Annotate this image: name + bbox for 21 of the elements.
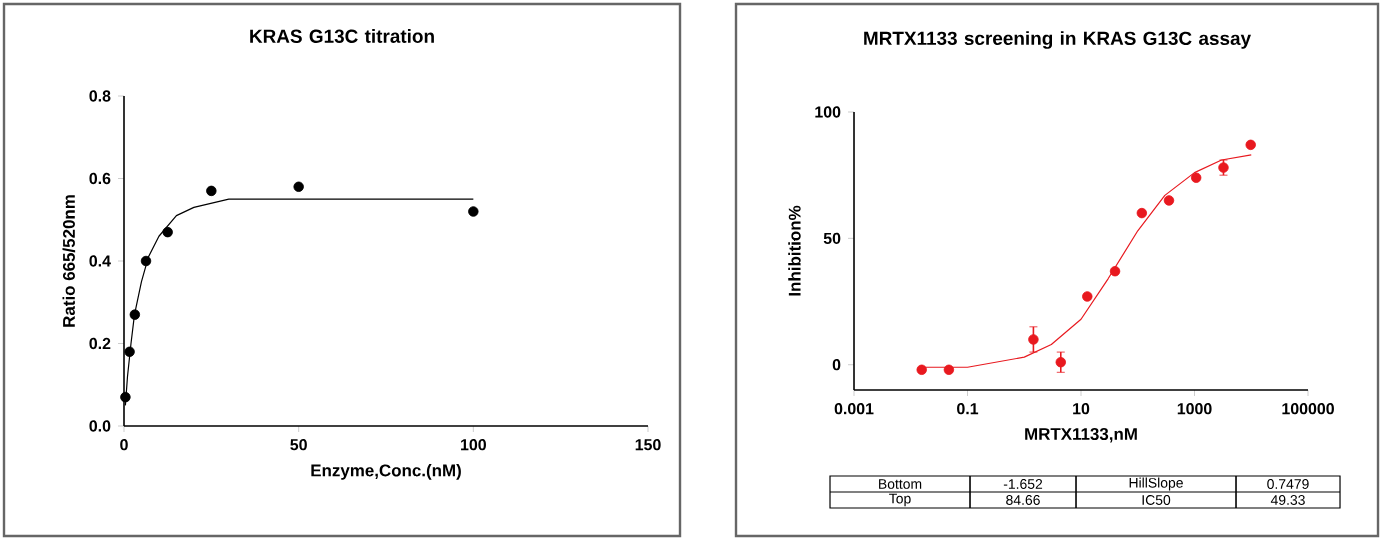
x-axis-title: Enzyme,Conc.(nM) [311, 464, 461, 480]
point [1028, 334, 1039, 345]
point [129, 309, 141, 320]
point [120, 391, 131, 403]
y-axis-title: Inhibition% [788, 205, 801, 296]
point [468, 206, 479, 217]
point [124, 346, 135, 357]
point [1245, 139, 1256, 151]
y-axis-title: Ratio 665/520nm [62, 195, 76, 327]
point [1136, 207, 1148, 219]
point [206, 185, 217, 197]
point [1109, 266, 1121, 277]
point [162, 226, 173, 238]
x-axis-title: MRTX1133,nM [1025, 428, 1137, 443]
chart-title: KRAS G13C titration [250, 29, 434, 43]
point [1055, 357, 1066, 368]
point [293, 181, 304, 192]
point [1163, 195, 1175, 206]
point [140, 255, 152, 267]
point [1190, 172, 1202, 183]
chart-title: MRTX1133 screening in KRAS G13C assay [864, 31, 1251, 49]
